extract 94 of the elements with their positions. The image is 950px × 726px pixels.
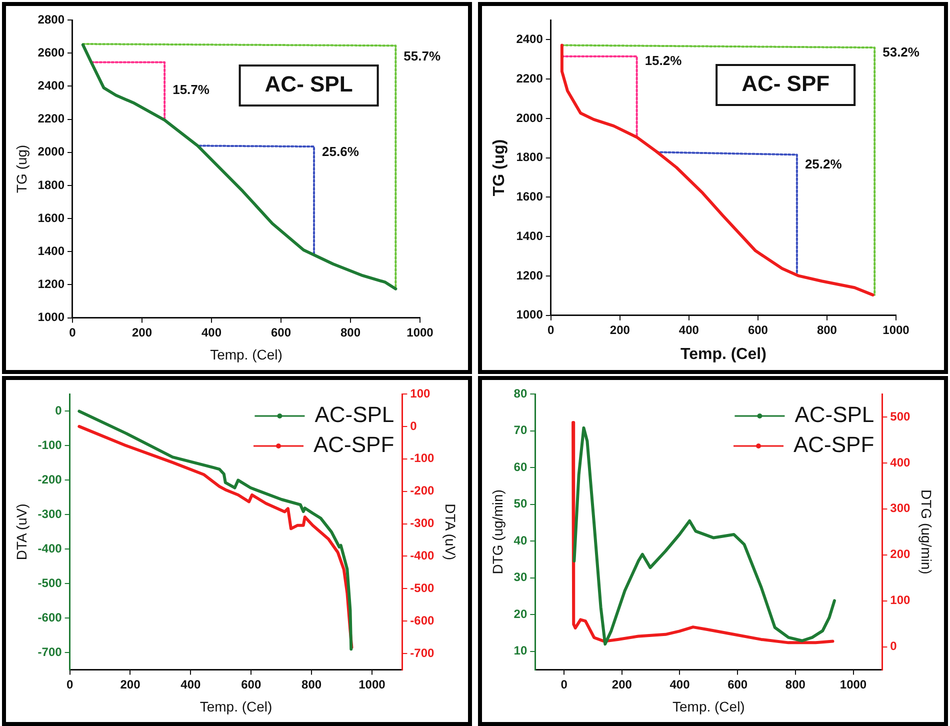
y-tick-label: 1200 xyxy=(38,277,65,292)
y2-tick-label: 100 xyxy=(890,593,911,608)
annotation: 15.7% xyxy=(172,82,210,98)
y-tick-label: -400 xyxy=(38,541,62,556)
y-tick-label: -300 xyxy=(38,506,62,521)
x-tick-label: 400 xyxy=(678,322,700,337)
x-tick-label: 800 xyxy=(302,677,322,692)
y-tick-label: 2800 xyxy=(38,12,65,26)
y2-tick-label: -200 xyxy=(410,484,435,498)
y2-tick-label: -100 xyxy=(410,451,435,466)
y2-tick-label: 300 xyxy=(890,501,911,516)
y2-tick-label: -400 xyxy=(410,548,435,563)
annotation: 53.2% xyxy=(882,44,920,60)
x-axis-title: Temp. (Cel) xyxy=(200,698,272,714)
x-tick-label: 400 xyxy=(201,325,222,340)
annotation: AC- SPF xyxy=(742,71,830,96)
y-tick-label: -700 xyxy=(38,644,62,659)
y2-tick-label: 500 xyxy=(890,409,911,424)
y-tick-label: 40 xyxy=(514,533,528,548)
annotation: 15.2% xyxy=(644,52,682,68)
annotation: AC- SPL xyxy=(264,72,353,97)
legend-label: AC-SPF xyxy=(793,432,874,458)
x-tick-label: 400 xyxy=(670,677,690,692)
y-tick-label: 2200 xyxy=(516,71,544,86)
y2-tick-label: -500 xyxy=(410,580,435,595)
y-tick-label: 10 xyxy=(514,644,528,658)
x-tick-label: 600 xyxy=(748,322,768,337)
y-axis-title: TG (ug) xyxy=(491,139,508,196)
x-tick-label: 1000 xyxy=(882,322,910,337)
y2-tick-label: -300 xyxy=(410,516,435,530)
y-tick-label: 1200 xyxy=(516,268,544,282)
x-tick-label: 0 xyxy=(548,322,555,337)
x-tick-label: 200 xyxy=(120,677,141,692)
x-tick-label: 600 xyxy=(270,325,292,340)
y-tick-label: 1000 xyxy=(516,308,544,322)
y-tick-label: -500 xyxy=(38,576,62,590)
x-axis-title: Temp. (Cel) xyxy=(680,346,766,363)
x-axis-title: Temp. (Cel) xyxy=(672,698,745,714)
y-tick-label: 0 xyxy=(55,404,62,418)
x-tick-label: 400 xyxy=(180,677,202,692)
y2-tick-label: 0 xyxy=(410,418,418,433)
y-tick-label: 1600 xyxy=(38,210,65,225)
y2-tick-label: 0 xyxy=(890,639,898,654)
annotation: 25.6% xyxy=(322,144,360,159)
y-axis-title: DTA (uV) xyxy=(13,504,30,560)
y-tick-label: 1800 xyxy=(38,178,65,192)
legend-label: AC-SPL xyxy=(794,402,874,428)
x-tick-label: 200 xyxy=(132,325,152,340)
x-tick-label: 600 xyxy=(241,677,262,692)
y2-tick-label: -700 xyxy=(410,646,435,660)
x-axis-title: Temp. (Cel) xyxy=(210,346,282,362)
x-tick-label: 1000 xyxy=(406,325,434,340)
x-tick-label: 1000 xyxy=(840,677,867,692)
y2-axis-title: DTG (ug/min) xyxy=(918,490,935,574)
x-tick-label: 600 xyxy=(728,677,748,692)
y-tick-label: 20 xyxy=(514,606,528,621)
x-tick-label: 0 xyxy=(69,325,76,340)
annotation: 25.2% xyxy=(804,156,842,172)
y-tick-label: 2400 xyxy=(516,32,544,46)
y-axis-title: DTG (ug/min) xyxy=(489,490,506,574)
y2-tick-label: -600 xyxy=(410,613,435,628)
y-tick-label: 2400 xyxy=(38,78,65,92)
y2-tick-label: 400 xyxy=(890,455,911,470)
x-tick-label: 800 xyxy=(340,325,361,340)
x-tick-label: 800 xyxy=(785,677,806,692)
y-tick-label: 2200 xyxy=(38,112,65,126)
y-tick-label: 80 xyxy=(514,386,528,400)
y-tick-label: 2600 xyxy=(38,45,65,60)
y2-tick-label: 200 xyxy=(890,547,911,562)
y-tick-label: 1400 xyxy=(516,228,544,243)
legend-label: AC-SPL xyxy=(314,402,394,428)
y-tick-label: -600 xyxy=(38,610,62,624)
y-tick-label: 2000 xyxy=(38,144,65,159)
y-tick-label: -100 xyxy=(38,438,62,452)
y2-tick-label: 100 xyxy=(410,386,431,400)
x-tick-label: 1000 xyxy=(358,677,386,692)
y-tick-label: 60 xyxy=(514,460,528,474)
x-tick-label: 200 xyxy=(610,322,630,337)
y-tick-label: 1400 xyxy=(38,244,65,258)
annotation: 55.7% xyxy=(404,48,441,64)
y-axis-title: TG (ug) xyxy=(13,144,30,194)
y-tick-label: 1800 xyxy=(516,150,544,164)
y-tick-label: 30 xyxy=(514,570,528,584)
y-tick-label: 50 xyxy=(514,496,528,511)
y-tick-label: 70 xyxy=(514,423,528,438)
y2-axis-title: DTA (uV) xyxy=(442,504,459,560)
y-tick-label: 1000 xyxy=(38,310,65,324)
x-tick-label: 0 xyxy=(560,677,568,692)
x-tick-label: 800 xyxy=(816,322,838,337)
y-tick-label: 2000 xyxy=(516,110,544,125)
y-tick-label: -200 xyxy=(38,472,62,486)
legend-label: AC-SPF xyxy=(313,432,394,458)
y-tick-label: 1600 xyxy=(516,190,544,204)
x-tick-label: 200 xyxy=(612,677,632,692)
